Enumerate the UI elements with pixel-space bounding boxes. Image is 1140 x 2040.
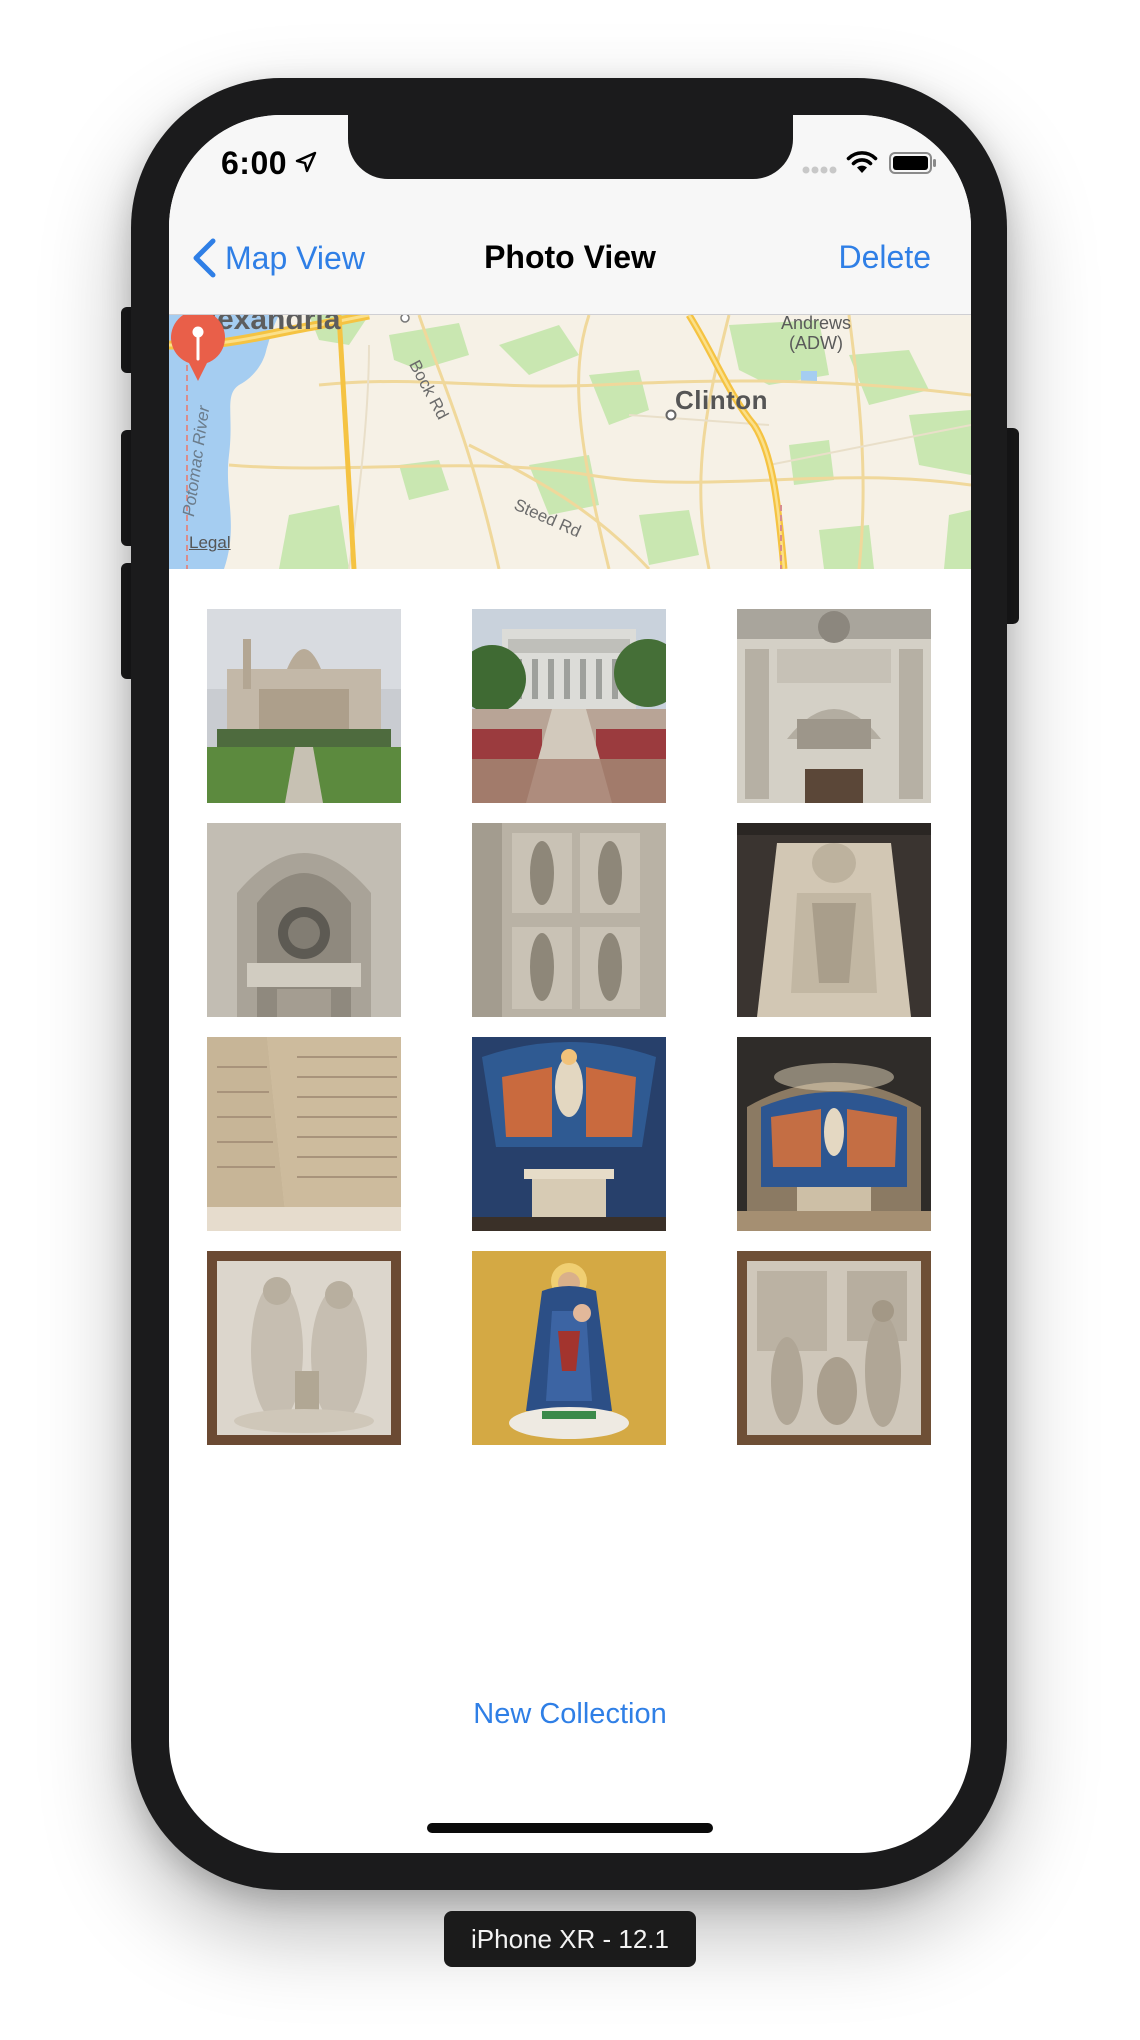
photo-image [472, 1251, 666, 1445]
photo-image [207, 1037, 401, 1231]
chevron-left-icon [193, 238, 216, 278]
back-button-label: Map View [225, 239, 365, 276]
battery-icon [889, 152, 936, 174]
photo-cell[interactable] [207, 823, 401, 1017]
photo-cell[interactable] [737, 1251, 931, 1445]
map-label-alexandria: Alexandria [187, 315, 341, 336]
navigation-bar: Map View Photo View Delete [169, 205, 971, 315]
back-button[interactable]: Map View [191, 233, 365, 283]
photo-cell[interactable] [737, 609, 931, 803]
map-legal-link[interactable]: Legal [189, 533, 231, 552]
map-view[interactable]: Alexandria Andrews (ADW) Clinton Bock Rd… [169, 315, 971, 569]
map-label-clinton: Clinton [675, 385, 769, 415]
photo-cell[interactable] [737, 1037, 931, 1231]
page-title: Photo View [484, 239, 656, 275]
photo-image [472, 1037, 666, 1231]
photo-image [207, 609, 401, 803]
cellular-signal-icon [802, 166, 837, 174]
photo-cell[interactable] [207, 609, 401, 803]
photo-image [737, 609, 931, 803]
wifi-icon [846, 151, 878, 173]
status-time: 6:00 [221, 145, 288, 181]
photo-image [472, 609, 666, 803]
photo-cell[interactable] [472, 1251, 666, 1445]
photo-image [737, 1037, 931, 1231]
map-pin-icon[interactable] [169, 315, 227, 381]
simulator-device-label: iPhone XR - 12.1 [444, 1911, 696, 1967]
map-label-andrews-name: Andrews [781, 315, 852, 333]
photo-cell[interactable] [472, 823, 666, 1017]
photo-image [472, 823, 666, 1017]
map-label-andrews: Andrews (ADW) [781, 315, 851, 353]
nav-title-wrap: Photo View [169, 239, 971, 276]
photo-cell[interactable] [207, 1251, 401, 1445]
location-arrow-icon [295, 151, 317, 173]
photo-cell[interactable] [472, 609, 666, 803]
delete-button[interactable]: Delete [838, 239, 932, 275]
photo-image [207, 823, 401, 1017]
photo-image [737, 823, 931, 1017]
map-label-andrews-code: (ADW) [789, 333, 843, 353]
photo-image [207, 1251, 401, 1445]
device-screen: 6:00 [169, 115, 971, 1853]
device-notch [348, 115, 793, 179]
home-indicator[interactable] [427, 1823, 713, 1833]
photo-cell[interactable] [737, 823, 931, 1017]
photo-cell[interactable] [207, 1037, 401, 1231]
photo-image [737, 1251, 931, 1445]
photo-cell[interactable] [472, 1037, 666, 1231]
new-collection-button[interactable]: New Collection [473, 1698, 667, 1730]
map-tiles [169, 315, 971, 569]
